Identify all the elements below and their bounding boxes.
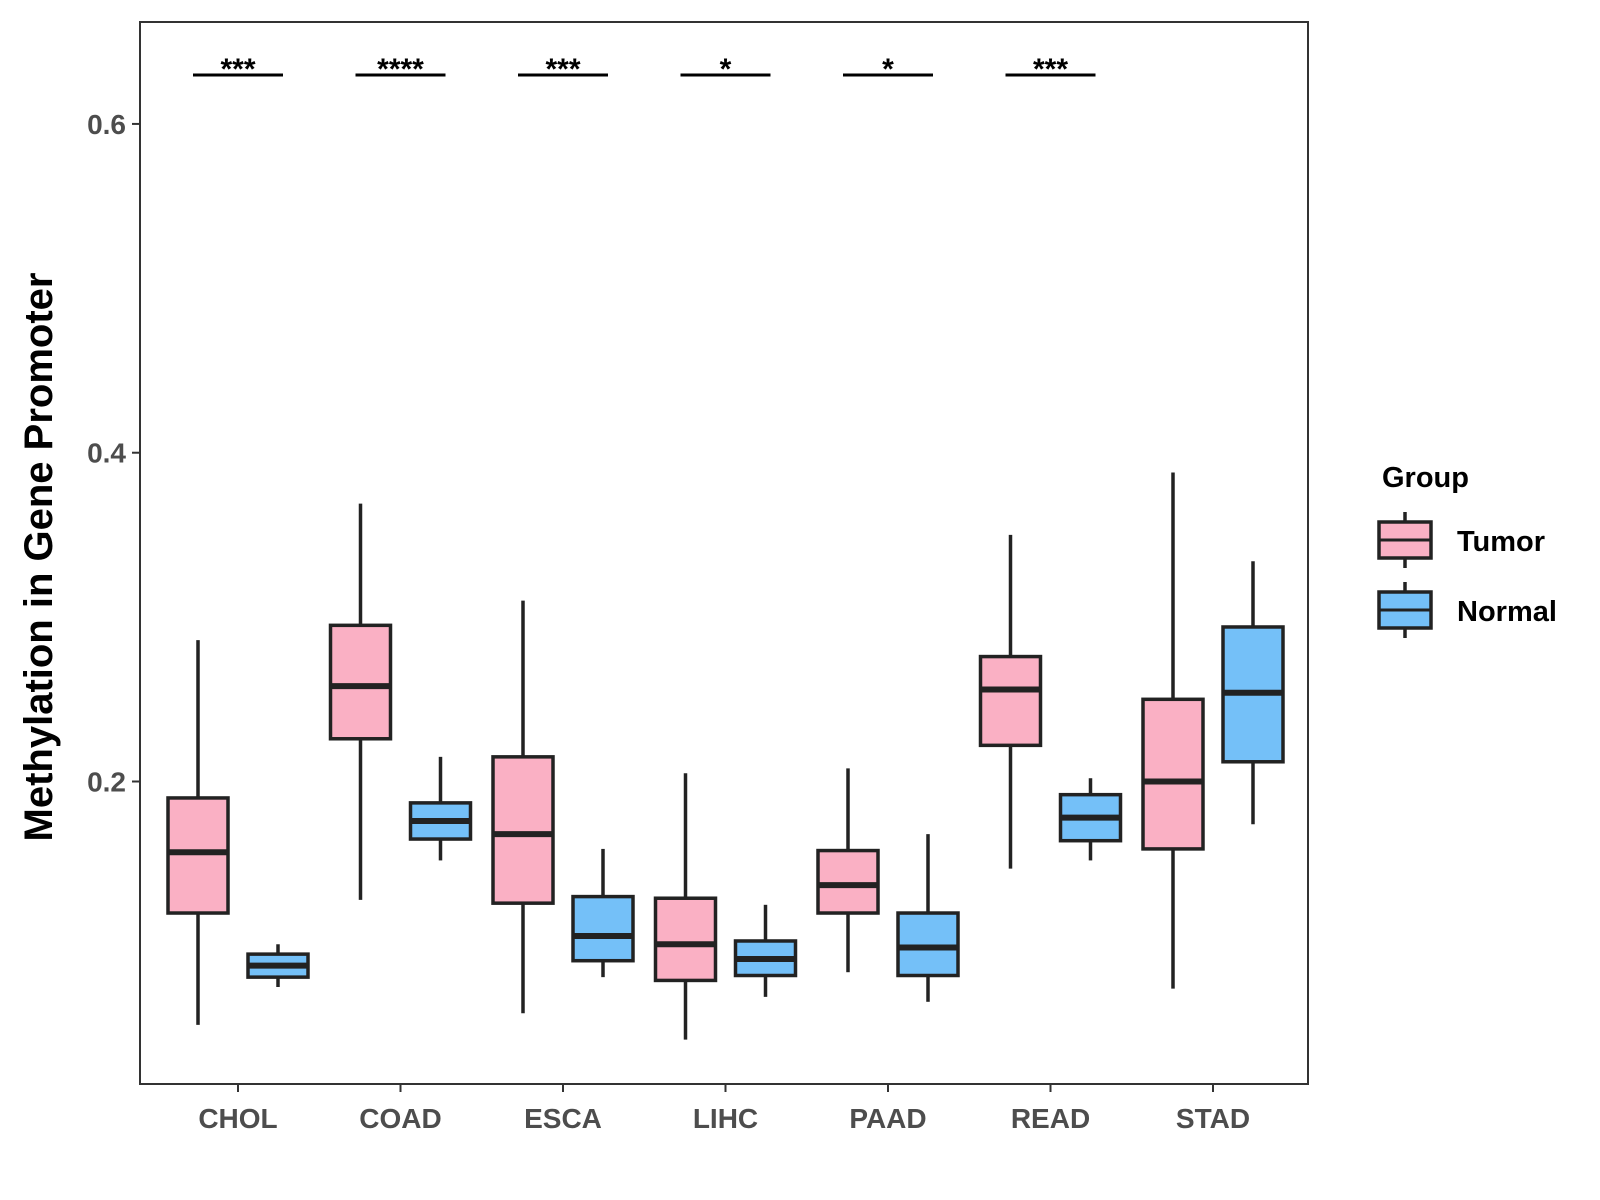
significance-label: *: [882, 53, 894, 86]
iqr-box: [491, 755, 555, 905]
axes-layer: 0.2 0.4 0.6 CHOL COAD ESCA LIHC PAAD READ STAD: [87, 109, 1250, 1134]
legend-label: Tumor: [1457, 526, 1545, 558]
x-tick-label: LIHC: [693, 1103, 758, 1134]
box-layer: [166, 472, 1285, 1040]
iqr-box: [653, 896, 718, 983]
significance-label: ***: [1033, 53, 1068, 86]
significance-layer: *** **** *** * * ***: [193, 53, 1096, 86]
legend-label: Normal: [1457, 596, 1557, 628]
x-tick-label: COAD: [359, 1103, 441, 1134]
iqr-box: [1141, 697, 1205, 851]
box-normal-coad: [408, 756, 473, 861]
box-tumor-chol: [166, 640, 230, 1025]
legend: Group Tumor Normal: [1377, 462, 1557, 638]
iqr-box: [896, 911, 960, 978]
box-tumor-esca: [491, 600, 555, 1014]
iqr-box: [978, 654, 1043, 748]
box-normal-lihc: [733, 904, 798, 997]
legend-item-tumor: Tumor: [1377, 512, 1545, 568]
y-axis-label: Methylation in Gene Promoter: [17, 273, 61, 842]
x-tick-label: STAD: [1176, 1103, 1250, 1134]
box-normal-read: [1058, 778, 1123, 861]
significance-label: ***: [220, 53, 255, 86]
box-normal-stad: [1221, 561, 1285, 825]
iqr-box: [166, 796, 230, 915]
x-tick-label: PAAD: [849, 1103, 926, 1134]
iqr-box: [328, 623, 393, 741]
plot-panel: [139, 21, 1309, 1085]
x-tick-label: CHOL: [198, 1103, 277, 1134]
box-tumor-paad: [816, 768, 880, 973]
significance-label: ****: [377, 53, 424, 86]
box-normal-paad: [896, 834, 960, 1002]
box-normal-esca: [571, 848, 635, 978]
y-tick-label: 0.2: [87, 767, 126, 798]
significance-label: *: [720, 53, 732, 86]
y-tick-label: 0.6: [87, 109, 126, 140]
x-tick-label: ESCA: [524, 1103, 602, 1134]
box-tumor-read: [978, 534, 1043, 869]
box-normal-chol: [246, 944, 310, 988]
legend-item-normal: Normal: [1377, 582, 1557, 638]
box-tumor-lihc: [653, 773, 718, 1040]
box-tumor-coad: [328, 503, 393, 900]
iqr-box: [816, 848, 880, 915]
panel-border: [139, 21, 1309, 1085]
box-tumor-stad: [1141, 472, 1205, 989]
legend-title: Group: [1382, 462, 1469, 494]
iqr-box: [571, 894, 635, 963]
x-tick-label: READ: [1011, 1103, 1090, 1134]
y-tick-label: 0.4: [87, 438, 126, 469]
significance-label: ***: [545, 53, 580, 86]
